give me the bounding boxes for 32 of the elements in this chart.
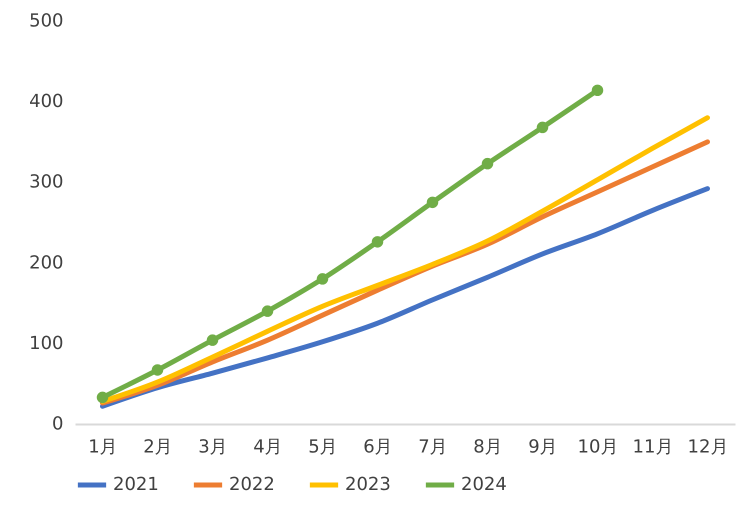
point xyxy=(536,122,548,134)
x-tick-label: 1月 xyxy=(88,436,118,458)
x-tick-label: 5月 xyxy=(308,436,338,458)
x-tick-label: 3月 xyxy=(198,436,228,458)
y-tick-label: 0 xyxy=(52,414,64,434)
x-tick-label: 7月 xyxy=(418,436,448,458)
point xyxy=(316,273,328,285)
legend-label: 2021 xyxy=(113,474,159,495)
x-tick-label: 11月 xyxy=(632,436,674,458)
x-tick-label: 12月 xyxy=(688,436,728,458)
point xyxy=(592,84,604,96)
x-tick-label: 10月 xyxy=(578,436,618,458)
y-tick-label: 400 xyxy=(29,91,64,112)
x-tick-label: 6月 xyxy=(363,436,393,458)
x-tick-label: 9月 xyxy=(528,436,558,458)
point xyxy=(206,334,218,346)
x-tick-label: 8月 xyxy=(473,436,503,458)
point xyxy=(96,392,108,404)
point xyxy=(482,158,494,170)
point xyxy=(262,305,274,317)
point xyxy=(372,236,384,248)
y-tick-label: 100 xyxy=(29,332,64,354)
x-tick-label: 2月 xyxy=(143,436,173,458)
point xyxy=(152,364,164,376)
x-tick-label: 4月 xyxy=(253,436,283,458)
legend-label: 2023 xyxy=(345,474,391,495)
legend-label: 2022 xyxy=(229,474,275,495)
legend-label: 2024 xyxy=(461,474,507,495)
y-tick-label: 200 xyxy=(29,252,64,274)
y-tick-label: 500 xyxy=(29,10,64,32)
point xyxy=(426,196,438,208)
y-tick-label: 300 xyxy=(29,172,64,193)
